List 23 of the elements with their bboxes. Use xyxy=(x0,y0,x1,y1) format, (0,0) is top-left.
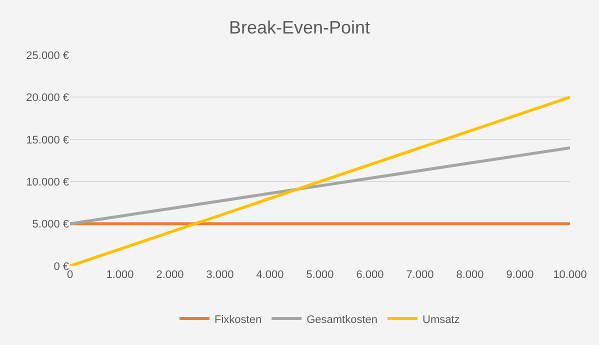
x-tick-label: 6.000 xyxy=(356,269,384,281)
x-tick-label: 7.000 xyxy=(406,269,434,281)
y-tick-label: 15.000 € xyxy=(26,134,69,146)
y-tick-label: 0 € xyxy=(54,260,69,273)
legend-label: Umsatz xyxy=(422,314,460,326)
legend-label: Gesamtkosten xyxy=(306,314,378,326)
x-tick-label: 3.000 xyxy=(206,269,234,281)
y-tick-label: 25.000 € xyxy=(26,50,69,62)
y-tick-label: 10.000 € xyxy=(26,176,69,188)
x-tick-label: 4.000 xyxy=(256,269,284,281)
x-tick-label: 8.000 xyxy=(456,269,484,281)
y-tick-label: 5.000 € xyxy=(32,218,69,231)
legend-label: Fixkosten xyxy=(214,314,262,326)
x-tick-label: 0 xyxy=(66,269,74,281)
y-tick-label: 20.000 € xyxy=(26,92,69,104)
x-tick-label: 9.000 xyxy=(506,269,534,281)
x-tick-label: 5.000 xyxy=(306,269,334,281)
line-series xyxy=(70,96,570,266)
x-tick-label: 10.000 xyxy=(553,269,587,281)
chart-title: Break-Even-Point xyxy=(228,17,370,38)
x-tick-label: 1.000 xyxy=(106,269,134,281)
x-tick-label: 2.000 xyxy=(156,269,184,281)
line-series xyxy=(70,146,570,226)
